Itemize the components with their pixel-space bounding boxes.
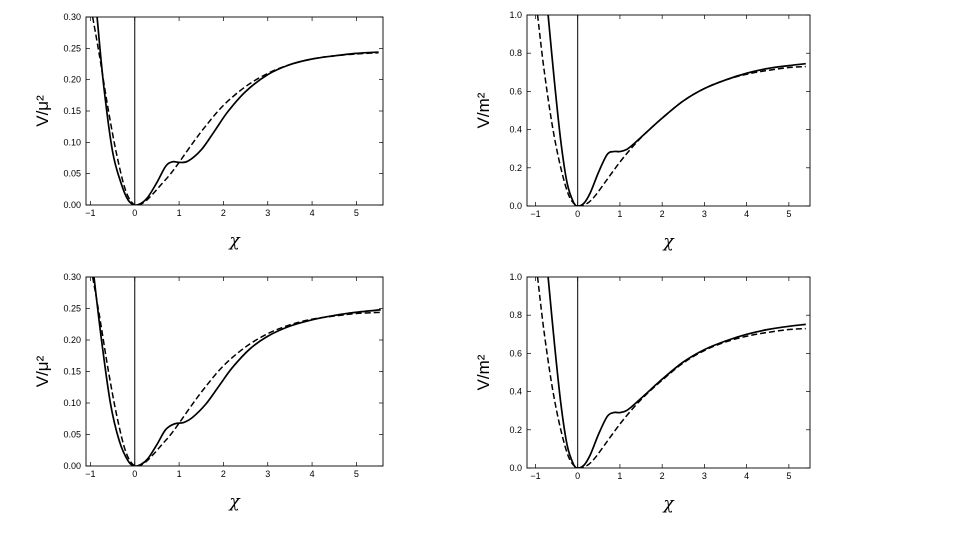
y-tick-label: 0.2 <box>509 425 522 435</box>
x-tick-label: 0 <box>575 209 580 219</box>
y-tick-label: 0.2 <box>509 163 522 173</box>
x-tick-label: 2 <box>221 469 226 479</box>
y-tick-label: 0.0 <box>509 463 522 473</box>
dashed-curve <box>91 17 379 205</box>
x-tick-label: 5 <box>786 471 791 481</box>
y-tick-label: 0.05 <box>63 169 81 179</box>
x-tick-label: −1 <box>85 208 95 218</box>
solid-curve <box>93 277 381 466</box>
y-axis-label: V/μ² <box>33 355 52 387</box>
x-tick-label: 3 <box>702 471 707 481</box>
x-axis-label: χ <box>228 231 241 251</box>
x-tick-label: 5 <box>354 469 359 479</box>
solid-curve <box>547 277 806 468</box>
x-tick-label: −1 <box>85 469 95 479</box>
y-axis-label: V/μ² <box>33 95 52 127</box>
y-tick-label: 0.4 <box>509 387 522 397</box>
chart-panel-4: −1 0 1 2 3 4 5 0.0 0.2 0.4 0.6 0.8 1.0 χ V/m² <box>474 272 811 514</box>
y-tick-label: 1.0 <box>509 272 522 282</box>
x-tick-label: 1 <box>177 469 182 479</box>
x-tick-label: 1 <box>617 209 622 219</box>
x-tick-label: 0 <box>132 208 137 218</box>
x-tick-label: 5 <box>786 209 791 219</box>
y-tick-label: 0.10 <box>63 137 81 147</box>
y-tick-label: 0.20 <box>63 75 81 85</box>
x-tick-label: −1 <box>530 471 540 481</box>
y-tick-label: 0.00 <box>63 200 81 210</box>
dashed-curve <box>536 15 806 206</box>
y-tick-label: 0.0 <box>509 201 522 211</box>
chart-panel-2: −1 0 1 2 3 4 5 0.0 0.2 0.4 0.6 0.8 1.0 χ V/m² <box>474 10 811 252</box>
dashed-curve <box>91 277 381 466</box>
chart-panel-1: −1 0 1 2 3 4 5 0.00 0.05 0.10 0.15 0.20 0.25 0.30 χ V/μ… <box>33 12 384 251</box>
y-tick-label: 0.25 <box>63 304 81 314</box>
x-tick-label: 3 <box>702 209 707 219</box>
solid-curve <box>547 15 806 206</box>
y-tick-label: 0.15 <box>63 367 81 377</box>
x-tick-label: −1 <box>530 209 540 219</box>
y-tick-label: 0.20 <box>63 335 81 345</box>
x-tick-label: 3 <box>265 208 270 218</box>
y-axis-label: V/m² <box>474 92 493 128</box>
solid-curve <box>96 17 379 205</box>
y-tick-label: 0.8 <box>509 48 522 58</box>
plot-frame <box>85 16 384 206</box>
plot-frame <box>526 14 811 207</box>
plot-frame <box>85 276 384 467</box>
y-tick-label: 0.00 <box>63 461 81 471</box>
x-axis-label: χ <box>662 494 675 514</box>
plot-frame <box>526 276 811 469</box>
y-axis-label: V/m² <box>474 354 493 390</box>
y-tick-label: 0.4 <box>509 125 522 135</box>
y-tick-label: 0.15 <box>63 106 81 116</box>
x-tick-label: 1 <box>617 471 622 481</box>
x-tick-label: 2 <box>660 209 665 219</box>
x-tick-label: 4 <box>310 208 315 218</box>
y-tick-label: 0.6 <box>509 348 522 358</box>
y-tick-label: 0.30 <box>63 272 81 282</box>
chart-panel-3: −1 0 1 2 3 4 5 0.00 0.05 0.10 0.15 0.20 0.25 0.30 χ V/μ… <box>33 272 384 512</box>
dashed-curve <box>536 277 806 468</box>
y-tick-label: 0.25 <box>63 43 81 53</box>
x-axis-label: χ <box>662 232 675 252</box>
x-tick-label: 0 <box>575 471 580 481</box>
y-tick-label: 0.8 <box>509 310 522 320</box>
x-tick-label: 1 <box>177 208 182 218</box>
x-tick-label: 3 <box>265 469 270 479</box>
y-tick-label: 1.0 <box>509 10 522 20</box>
x-tick-label: 4 <box>744 209 749 219</box>
x-tick-label: 0 <box>132 469 137 479</box>
x-tick-label: 4 <box>310 469 315 479</box>
y-tick-label: 0.6 <box>509 86 522 96</box>
x-axis-label: χ <box>228 492 241 512</box>
x-tick-label: 5 <box>354 208 359 218</box>
y-tick-label: 0.05 <box>63 430 81 440</box>
y-tick-label: 0.10 <box>63 398 81 408</box>
y-tick-label: 0.30 <box>63 12 81 22</box>
x-tick-label: 4 <box>744 471 749 481</box>
x-tick-label: 2 <box>221 208 226 218</box>
x-tick-label: 2 <box>660 471 665 481</box>
